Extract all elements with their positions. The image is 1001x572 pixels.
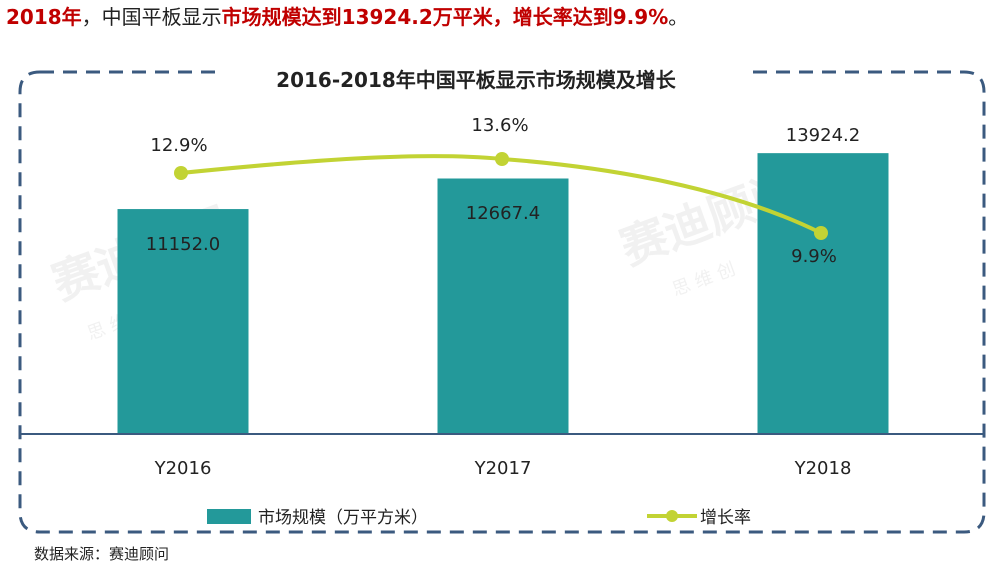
headline: 2018年，中国平板显示市场规模达到13924.2万平米，增长率达到9.9%。	[6, 4, 688, 30]
growth-rate-label: 9.9%	[791, 246, 837, 267]
growth-rate-point	[495, 152, 509, 166]
legend: 市场规模（万平方米） 增长率	[207, 508, 751, 528]
x-tick-label: Y2018	[794, 458, 852, 479]
legend-bar-label: 市场规模（万平方米）	[258, 508, 428, 528]
bar-y2018	[757, 153, 889, 435]
headline-highlight: 市场规模达到13924.2万平米，增长率达到9.9%	[221, 5, 669, 29]
watermark-slogan-right: 思 维 创	[670, 259, 739, 301]
growth-rate-labels: 12.9% 13.6% 9.9%	[150, 115, 836, 267]
headline-subject: ，中国平板显示	[81, 5, 222, 29]
data-source: 数据来源：赛迪顾问	[34, 545, 170, 563]
chart-frame	[18, 70, 986, 534]
growth-rate-point	[174, 166, 188, 180]
bar-y2017	[437, 178, 569, 434]
bar-value-label: 13924.2	[786, 125, 860, 146]
x-tick-label: Y2017	[474, 458, 532, 479]
bar-value-labels: 11152.0 12667.4 13924.2	[146, 125, 860, 255]
bar-y2016	[117, 209, 249, 434]
headline-year: 2018年	[6, 5, 82, 29]
x-tick-labels: Y2016 Y2017 Y2018	[154, 458, 852, 479]
bar-value-label: 11152.0	[146, 234, 220, 255]
title-background	[215, 58, 745, 100]
legend-line-label: 增长率	[700, 508, 751, 528]
bar-series	[117, 153, 889, 435]
growth-rate-label: 13.6%	[471, 115, 528, 136]
legend-bar-swatch	[207, 509, 251, 524]
headline-end: 。	[668, 5, 689, 29]
growth-rate-label: 12.9%	[150, 135, 207, 156]
growth-rate-series	[174, 152, 828, 240]
legend-line-marker	[666, 510, 678, 522]
x-tick-label: Y2016	[154, 458, 212, 479]
chart-title: 2016-2018年中国平板显示市场规模及增长	[276, 68, 677, 92]
growth-rate-point	[814, 226, 828, 240]
bar-value-label: 12667.4	[466, 203, 540, 224]
